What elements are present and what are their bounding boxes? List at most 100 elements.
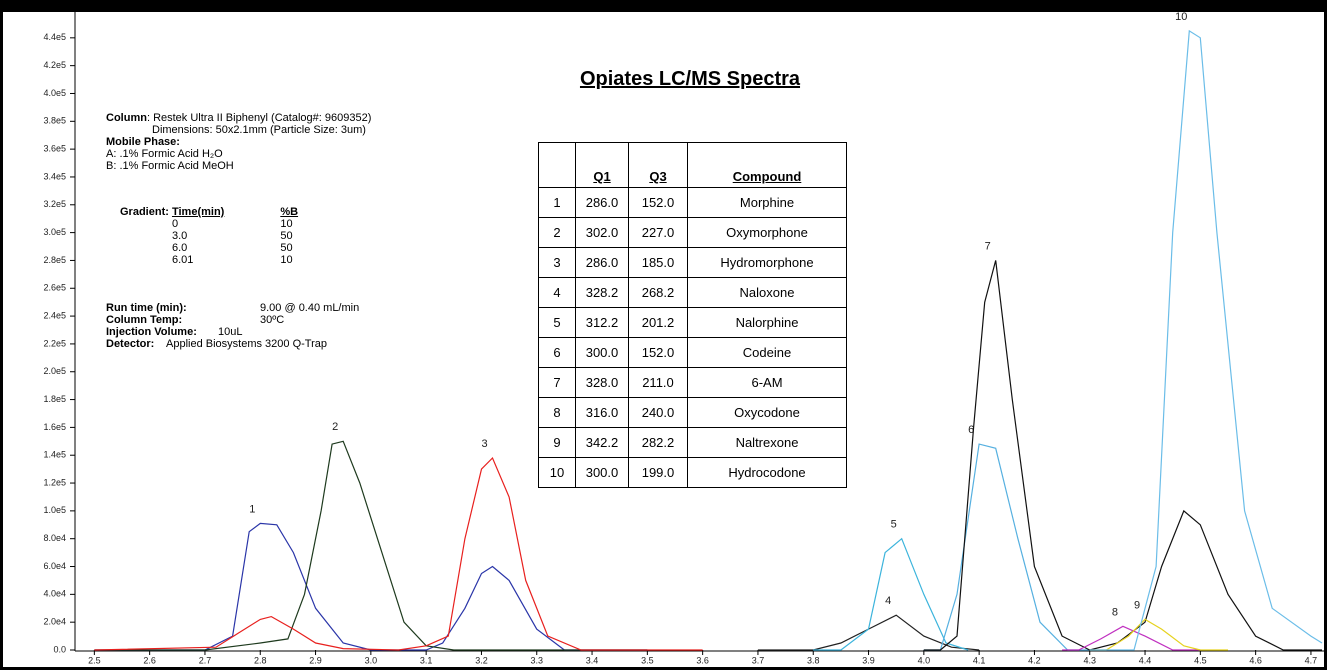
x-tick-label: 4.0 — [918, 655, 931, 665]
table-cell: 328.2 — [575, 277, 629, 308]
table-cell: 201.2 — [628, 307, 688, 338]
table-cell: 282.2 — [628, 427, 688, 458]
peak-label: 4 — [885, 595, 891, 607]
peak-line — [1089, 29, 1323, 651]
text: Applied Biosystems 3200 Q-Trap — [166, 338, 327, 350]
table-cell: 312.2 — [575, 307, 629, 338]
peak-label: 6 — [968, 424, 974, 436]
table-cell: 286.0 — [575, 187, 629, 218]
x-tick-label: 2.7 — [199, 655, 212, 665]
x-tick-label: 4.7 — [1305, 655, 1318, 665]
gradient-cell: 6.01 — [172, 254, 194, 266]
table-cell: 6-AM — [687, 367, 847, 398]
y-tick-label: 2.0e5 — [43, 366, 66, 376]
y-tick-label: 4.4e5 — [43, 32, 66, 42]
x-tick-label: 4.4 — [1139, 655, 1152, 665]
table-row: 8 316.0 240.0 Oxycodone — [538, 397, 847, 428]
table-row: 7 328.0 211.0 6-AM — [538, 367, 847, 398]
gradient-cell: 6.0 — [172, 242, 188, 254]
chart-title: Opiates LC/MS Spectra — [579, 68, 801, 90]
y-tick-label: 3.4e5 — [43, 171, 66, 181]
gradient-row: 6.01 10 — [120, 254, 314, 266]
table-row: 10 300.0 199.0 Hydrocodone — [538, 457, 847, 488]
table-cell: 328.0 — [575, 367, 629, 398]
table-cell: Oxymorphone — [687, 217, 847, 248]
x-tick-label: 4.3 — [1083, 655, 1096, 665]
label: Mobile Phase: — [106, 136, 180, 148]
y-tick-label: 4.0e5 — [43, 88, 66, 98]
x-tick-label: 3.3 — [530, 655, 543, 665]
table-cell: 9 — [538, 427, 576, 458]
peak-line — [94, 456, 703, 651]
y-tick-label: 2.0e4 — [43, 617, 66, 627]
x-tick-label: 3.0 — [365, 655, 378, 665]
y-tick-label: 6.0e4 — [43, 561, 66, 571]
table-row: 5 312.2 201.2 Nalorphine — [538, 307, 847, 338]
gradient-cell: 50 — [280, 242, 293, 254]
label: Detector: — [106, 338, 155, 350]
text: 9.00 @ 0.40 mL/min — [260, 302, 360, 314]
gradient-cell: 10 — [280, 254, 293, 266]
table-cell: Codeine — [687, 337, 847, 368]
table-cell: Naloxone — [687, 277, 847, 308]
y-tick-label: 2.4e5 — [43, 310, 66, 320]
gradient-cell: 0 — [172, 218, 179, 230]
x-tick-label: 4.1 — [973, 655, 986, 665]
y-tick-label: 1.8e5 — [43, 394, 66, 404]
y-tick-label: 2.2e5 — [43, 338, 66, 348]
peak-line — [94, 440, 648, 651]
table-cell: 2 — [538, 217, 576, 248]
peak-label: 3 — [481, 438, 487, 450]
y-tick-label: 0.0 — [53, 644, 66, 654]
x-tick-label: 3.1 — [420, 655, 433, 665]
table-cell: 6 — [538, 337, 576, 368]
x-tick-label: 3.5 — [641, 655, 654, 665]
y-tick-label: 4.0e4 — [43, 589, 66, 599]
peak-label: 7 — [985, 240, 991, 252]
text: 30ºC — [260, 314, 285, 326]
peak-label: 5 — [891, 519, 897, 531]
gradient-cell: 50 — [280, 230, 293, 242]
table-cell: Nalorphine — [687, 307, 847, 338]
table-cell: Hydrocodone — [687, 457, 847, 488]
text: B: .1% Formic Acid MeOH — [106, 160, 234, 172]
gradient-row: 0 10 — [120, 218, 314, 230]
header-cell — [538, 142, 576, 188]
table-cell: 268.2 — [628, 277, 688, 308]
table-cell: 3 — [538, 247, 576, 278]
x-tick-label: 2.6 — [143, 655, 156, 665]
text: A: .1% Formic Acid H₂O — [106, 148, 223, 160]
table-cell: Hydromorphone — [687, 247, 847, 278]
peak-line — [94, 522, 648, 651]
header-cell: Q1 — [575, 142, 629, 188]
y-tick-label: 1.6e5 — [43, 422, 66, 432]
table-cell: 211.0 — [628, 367, 688, 398]
table-row: 2 302.0 227.0 Oxymorphone — [538, 217, 847, 248]
x-tick-label: 2.9 — [309, 655, 322, 665]
table-cell: 152.0 — [628, 337, 688, 368]
table-row: 6 300.0 152.0 Codeine — [538, 337, 847, 368]
table-cell: 4 — [538, 277, 576, 308]
x-tick-label: 3.6 — [696, 655, 709, 665]
table-cell: 300.0 — [575, 337, 629, 368]
table-cell: 10 — [538, 457, 576, 488]
label: %B — [280, 206, 299, 218]
peak-line — [923, 443, 1090, 651]
label: Run time (min): — [106, 302, 187, 314]
table-cell: 342.2 — [575, 427, 629, 458]
table-row: 1 286.0 152.0 Morphine — [538, 187, 847, 218]
text: : Restek Ultra II Biphenyl (Catalog#: 96… — [146, 112, 372, 124]
table-cell: 8 — [538, 397, 576, 428]
x-tick-label: 3.7 — [752, 655, 765, 665]
table-cell: 185.0 — [628, 247, 688, 278]
gradient-cell: 3.0 — [172, 230, 188, 242]
x-tick-label: 2.8 — [254, 655, 267, 665]
table-cell: 1 — [538, 187, 576, 218]
y-tick-label: 1.4e5 — [43, 450, 66, 460]
y-tick-label: 1.0e5 — [43, 505, 66, 515]
table-cell: 286.0 — [575, 247, 629, 278]
peak-line — [813, 537, 969, 651]
table-cell: 199.0 — [628, 457, 688, 488]
table-cell: 227.0 — [628, 217, 688, 248]
y-tick-label: 3.0e5 — [43, 227, 66, 237]
